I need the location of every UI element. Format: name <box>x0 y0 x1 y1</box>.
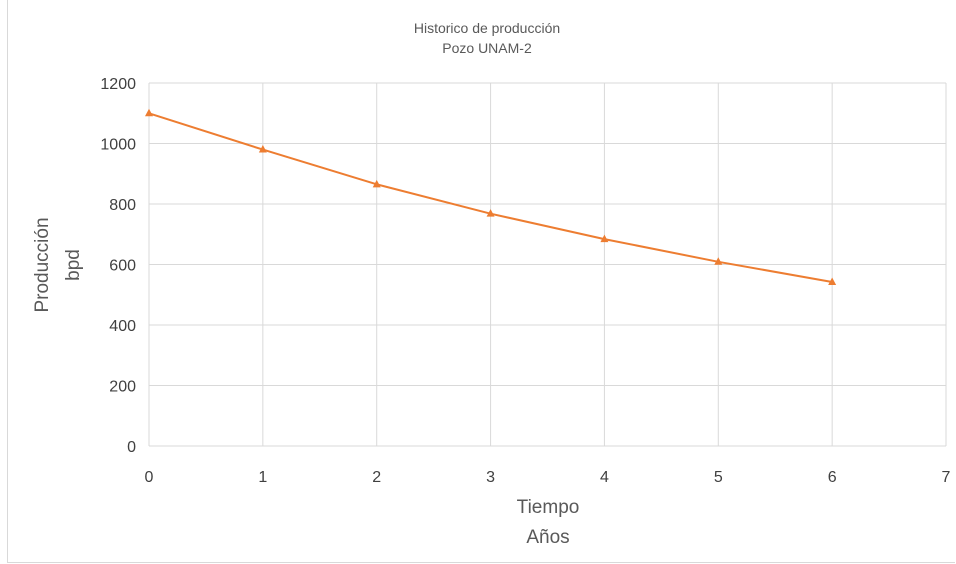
y-tick-label: 200 <box>109 379 136 396</box>
chart-title: Historico de producción <box>414 20 560 36</box>
y-tick-label: 400 <box>109 318 136 335</box>
data-point-marker <box>714 257 723 265</box>
x-axis-title-line2: Años <box>526 527 569 548</box>
y-tick-label: 1000 <box>100 137 136 154</box>
x-tick-label: 4 <box>600 469 609 486</box>
y-axis-title-line1: Producción <box>32 217 53 312</box>
gridlines <box>149 82 947 446</box>
y-tick-label: 1200 <box>100 76 136 93</box>
data-point-marker <box>145 108 153 117</box>
x-tick-label: 1 <box>258 469 267 486</box>
x-axis-title-line1: Tiempo <box>517 497 580 518</box>
y-tick-label: 600 <box>109 258 136 275</box>
x-tick-label: 7 <box>942 469 951 486</box>
data-point-marker <box>486 209 495 217</box>
x-tick-label: 2 <box>372 469 381 486</box>
y-axis-tick-labels: 0 200 400 600 800 1000 1200 <box>100 76 136 456</box>
data-point-marker <box>258 145 267 153</box>
x-axis-tick-labels: 0 1 2 3 4 5 6 7 <box>145 469 951 486</box>
series-group <box>145 108 837 286</box>
x-tick-label: 5 <box>714 469 723 486</box>
axes <box>148 83 946 447</box>
y-tick-label: 800 <box>109 197 136 214</box>
x-tick-label: 6 <box>828 469 837 486</box>
x-tick-label: 0 <box>145 469 154 486</box>
y-tick-label: 0 <box>127 439 136 456</box>
chart-area <box>7 0 955 563</box>
chart-subtitle: Pozo UNAM-2 <box>442 40 532 56</box>
x-tick-label: 3 <box>486 469 495 486</box>
y-axis-title-line2: bpd <box>63 249 84 281</box>
data-point-marker <box>600 234 609 243</box>
data-point-marker <box>828 277 837 286</box>
data-point-marker <box>372 179 381 188</box>
